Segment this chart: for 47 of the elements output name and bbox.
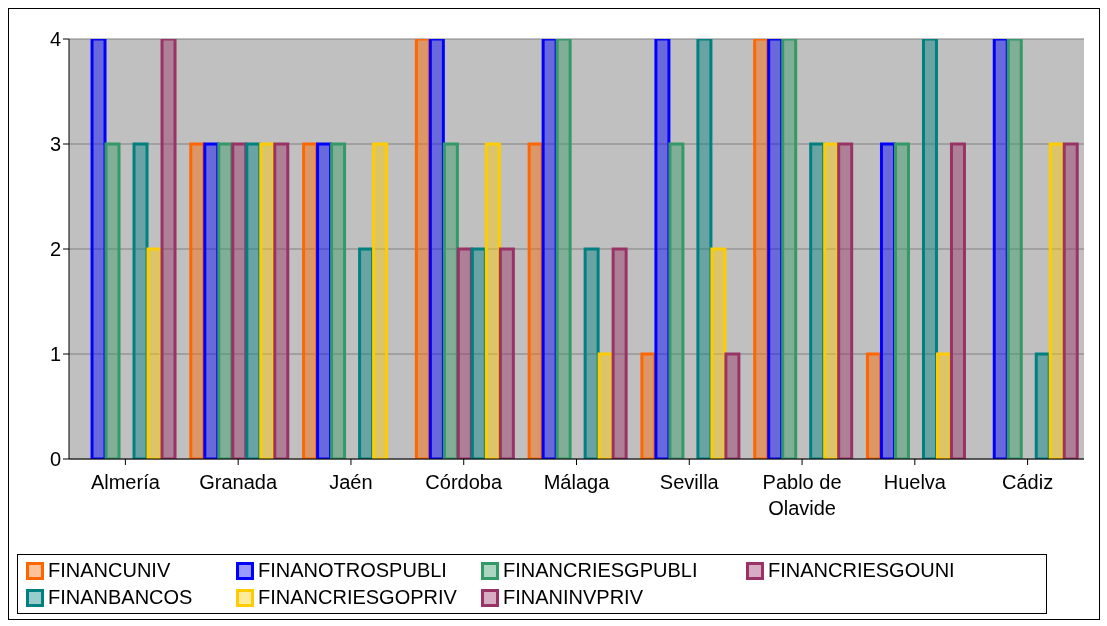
x-tick-label: Sevilla [659, 471, 720, 493]
bar [837, 142, 854, 459]
legend-label: FINANCRIESGOUNI [768, 559, 955, 582]
bar [654, 39, 671, 459]
legend-label: FINANINVPRIV [503, 586, 644, 609]
legend-label: FINANCRIESGPUBLI [503, 559, 698, 582]
bar [583, 247, 600, 459]
y-tick-label: 3 [49, 133, 61, 156]
bar [724, 352, 741, 459]
bar [668, 142, 685, 459]
bar [160, 39, 177, 459]
bar [555, 39, 572, 459]
bar [90, 39, 107, 459]
x-tick-label: Cádiz [1002, 471, 1054, 493]
legend-label: FINANCUNIV [48, 559, 171, 582]
x-tick-label: Jaén [329, 471, 373, 493]
bar [696, 39, 713, 459]
bar [442, 142, 459, 459]
y-tick-label: 0 [49, 448, 61, 471]
x-tick-label: Almería [90, 471, 161, 493]
x-tick-label: Huelva [883, 471, 947, 493]
bar [104, 142, 121, 459]
bar [949, 142, 966, 459]
x-tick-label: Pablo de Olavide [762, 471, 842, 519]
bar [132, 142, 149, 459]
legend-label: FINANOTROSPUBLI [258, 559, 447, 582]
bar [372, 142, 389, 459]
bar [428, 39, 445, 459]
bar [1062, 142, 1079, 459]
bar [781, 39, 798, 459]
y-tick-label: 2 [49, 238, 61, 261]
x-tick-label: Málaga [543, 471, 611, 493]
bar [273, 142, 290, 459]
y-tick-label: 4 [49, 28, 61, 51]
x-tick-label: Córdoba [425, 471, 503, 493]
legend-label: FINANBANCOS [48, 586, 193, 609]
x-tick-label: Granada [199, 471, 278, 493]
bar [498, 247, 515, 459]
bar [710, 247, 727, 459]
legend-label: FINANCRIESGOPRIV [258, 586, 457, 609]
bar [921, 39, 938, 459]
bar [330, 142, 347, 459]
y-tick-label: 1 [49, 343, 61, 366]
bar [893, 142, 910, 459]
bar [1006, 39, 1023, 459]
bar [611, 247, 628, 459]
bar [484, 142, 501, 459]
